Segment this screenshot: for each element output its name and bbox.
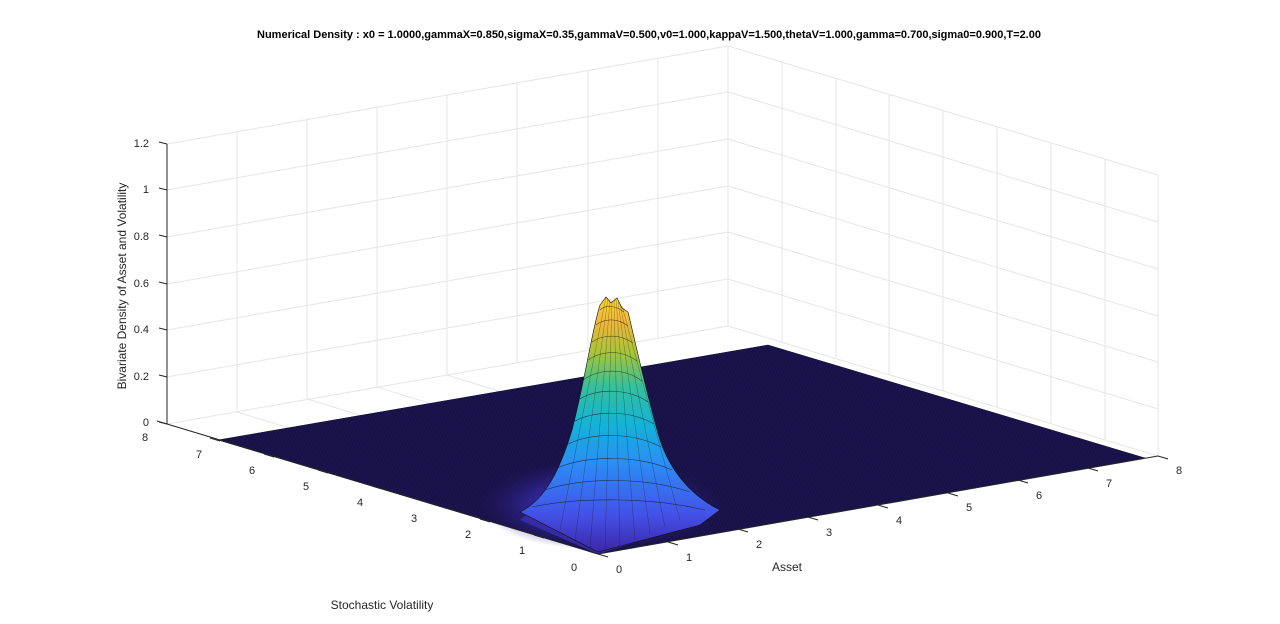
svg-text:5: 5: [303, 481, 309, 493]
svg-text:3: 3: [826, 527, 832, 539]
svg-text:3: 3: [411, 513, 417, 525]
svg-text:0: 0: [143, 417, 149, 429]
asset-axis-tick-labels: 0 1 2 3 4 5 6 7 8: [616, 465, 1182, 576]
svg-text:1: 1: [143, 184, 149, 196]
svg-text:2: 2: [756, 539, 762, 551]
z-axis-label: Bivariate Density of Asset and Volatilit…: [115, 183, 129, 390]
svg-text:6: 6: [249, 465, 255, 477]
svg-text:0: 0: [616, 564, 622, 576]
svg-text:0.6: 0.6: [134, 278, 149, 290]
svg-text:1: 1: [686, 552, 692, 564]
svg-text:0.4: 0.4: [134, 324, 149, 336]
svg-text:8: 8: [1176, 465, 1182, 477]
y-axis-label: Stochastic Volatility: [331, 598, 434, 612]
svg-text:5: 5: [966, 502, 972, 514]
svg-text:1: 1: [519, 545, 525, 557]
volatility-axis-tick-labels: 0 1 2 3 4 5 6 7 8: [142, 432, 577, 574]
svg-text:8: 8: [142, 432, 148, 444]
z-axis-tick-labels: 0 0.2 0.4 0.6 0.8 1 1.2: [134, 138, 149, 429]
svg-text:0.2: 0.2: [134, 371, 149, 383]
svg-text:6: 6: [1036, 490, 1042, 502]
x-axis-label: Asset: [772, 560, 803, 574]
chart-title: Numerical Density : x0 = 1.0000,gammaX=0…: [257, 29, 1041, 41]
density-peak: [519, 296, 721, 553]
z-axis-ticks: [158, 141, 168, 425]
svg-text:0.8: 0.8: [134, 231, 149, 243]
svg-text:1.2: 1.2: [134, 138, 149, 150]
svg-text:2: 2: [465, 529, 471, 541]
svg-text:7: 7: [1106, 478, 1112, 490]
svg-text:0: 0: [571, 562, 577, 574]
svg-text:7: 7: [196, 449, 202, 461]
asset-axis-ticks: [597, 455, 1169, 558]
svg-text:4: 4: [357, 497, 363, 509]
svg-text:4: 4: [896, 515, 902, 527]
back-right-wall-grid: [727, 45, 1159, 457]
volatility-axis-ticks: [156, 420, 599, 555]
